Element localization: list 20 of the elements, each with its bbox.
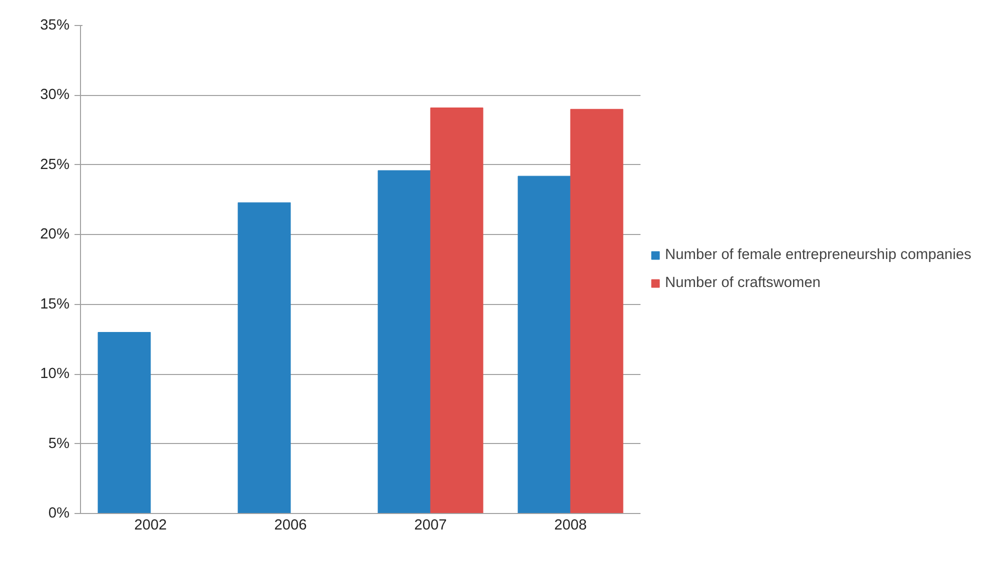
bar	[518, 176, 571, 514]
y-tick-label: 10%	[40, 366, 70, 382]
x-tick-label: 2006	[274, 518, 307, 534]
bar	[430, 108, 484, 514]
legend-label: Number of craftswomen	[665, 275, 821, 291]
x-tick-label: 2008	[554, 518, 587, 534]
y-tick-label: 0%	[48, 506, 70, 522]
bar	[570, 108, 624, 514]
x-tick-label: 2007	[414, 518, 447, 534]
bar	[238, 202, 291, 514]
y-tick-label: 20%	[40, 226, 70, 243]
bar	[378, 170, 431, 514]
y-tick-label: 5%	[48, 436, 70, 452]
y-tick-label: 25%	[40, 156, 70, 173]
y-tick-label: 15%	[40, 296, 70, 312]
x-tick-label: 2002	[134, 518, 167, 534]
y-tick-label: 35%	[40, 18, 70, 34]
legend-label: Number of female entrepreneurship companies	[665, 247, 972, 263]
bar	[98, 332, 151, 514]
y-tick-label: 30%	[40, 87, 70, 104]
